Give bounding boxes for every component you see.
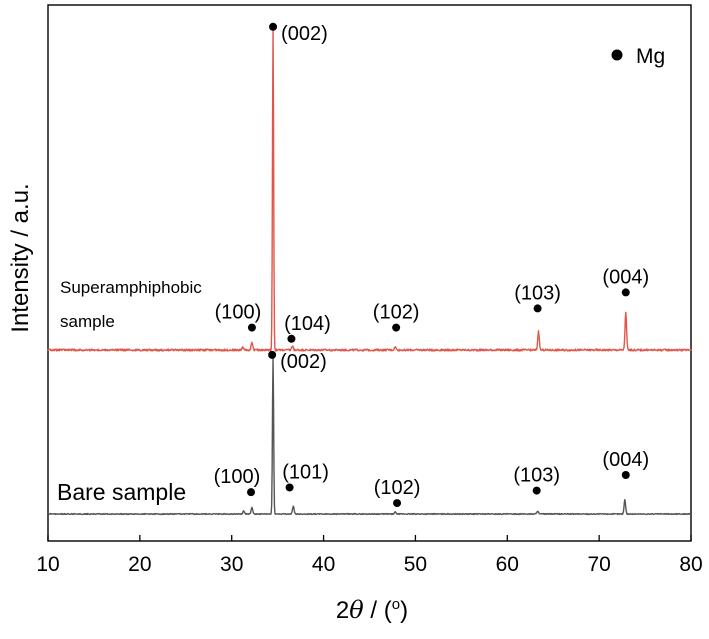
- series-label-bare: Bare sample: [57, 479, 186, 505]
- peak-annotation-superamphiphobic: (002): [281, 23, 328, 45]
- x-axis-title-text: 2θ / (o): [336, 596, 408, 624]
- series-label-line-2: sample: [60, 312, 115, 331]
- x-tick-label: 50: [404, 553, 427, 576]
- peak-annotation-bare: (004): [602, 449, 649, 471]
- x-tick-label: 70: [587, 553, 610, 576]
- legend-marker: [611, 49, 623, 61]
- peak-marker: [532, 486, 541, 495]
- peak-annotation-superamphiphobic: (104): [284, 313, 331, 335]
- x-axis-title-close: ): [400, 597, 408, 624]
- series-superamphiphobic: [47, 29, 692, 352]
- peak-marker: [393, 499, 402, 508]
- peak-annotation-bare: (002): [280, 351, 327, 373]
- plot-frame: [47, 4, 692, 542]
- x-axis-title: 2θ / (o): [336, 596, 408, 624]
- legend-label: Mg: [636, 45, 665, 68]
- y-axis-title-text: Intensity / a.u.: [7, 183, 34, 332]
- x-tick-label: 10: [36, 553, 59, 576]
- peak-marker: [247, 488, 256, 497]
- x-axis: 10 20 30 40 50 60 70 80: [36, 535, 703, 576]
- x-tick-label: 30: [220, 553, 243, 576]
- x-axis-title-prefix: 2: [336, 597, 349, 624]
- peak-marker: [533, 304, 542, 313]
- peak-marker: [269, 22, 278, 31]
- legend: Mg: [611, 45, 665, 68]
- plot-border: [47, 4, 692, 542]
- x-axis-title-suffix: / (: [364, 597, 392, 624]
- annotation-layer: (002) (100) (104) (102) (103) (004) (002) (100)…: [214, 22, 649, 508]
- series-label-superamphiphobic: Superamphiphobic sample: [60, 278, 202, 331]
- series-layer: [47, 29, 692, 516]
- peak-marker: [621, 288, 630, 297]
- series-label-bare-text: Bare sample: [57, 479, 186, 505]
- peak-annotation-superamphiphobic: (103): [514, 282, 561, 304]
- x-axis-title-theta: θ: [349, 596, 364, 624]
- x-tick-label: 40: [312, 553, 335, 576]
- peak-annotation-bare: (103): [513, 465, 560, 487]
- peak-marker: [268, 350, 277, 359]
- peak-annotation-bare: (102): [374, 477, 421, 499]
- x-axis-title-degree: o: [392, 596, 400, 613]
- x-tick-label: 80: [679, 553, 702, 576]
- peak-annotation-superamphiphobic: (102): [373, 302, 420, 324]
- peak-marker: [287, 334, 296, 343]
- series-label-line-1: Superamphiphobic: [60, 278, 202, 297]
- peak-marker: [285, 483, 294, 492]
- x-tick-label: 60: [496, 553, 519, 576]
- peak-annotation-bare: (101): [282, 461, 329, 483]
- series-bare: [47, 357, 692, 516]
- peak-annotation-bare: (100): [214, 466, 261, 488]
- x-tick-label: 20: [128, 553, 151, 576]
- peak-marker: [392, 323, 401, 332]
- peak-annotation-superamphiphobic: (004): [602, 266, 649, 288]
- peak-marker: [621, 471, 630, 479]
- peak-annotation-superamphiphobic: (100): [215, 302, 262, 324]
- y-axis-title: Intensity / a.u.: [7, 183, 34, 332]
- peak-marker: [247, 323, 256, 332]
